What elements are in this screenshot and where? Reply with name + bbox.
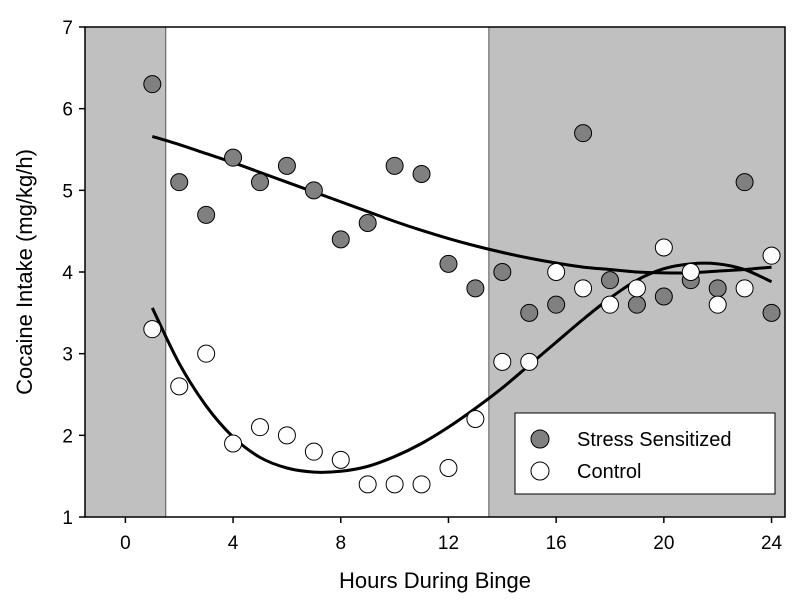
control-point-21 bbox=[708, 295, 727, 314]
stress-point-3 bbox=[224, 148, 243, 167]
y-tick-label-1: 2 bbox=[62, 426, 73, 447]
legend: Stress Sensitized Control bbox=[514, 412, 776, 495]
legend-label-stress-sensitized: Stress Sensitized bbox=[577, 429, 732, 451]
control-point-10 bbox=[412, 475, 431, 494]
stress-point-23 bbox=[762, 303, 781, 322]
x-tick-label-3: 12 bbox=[438, 533, 459, 554]
stress-point-8 bbox=[358, 214, 377, 232]
y-tick-label-3: 4 bbox=[62, 263, 73, 284]
control-point-19 bbox=[654, 238, 673, 257]
stress-point-12 bbox=[466, 279, 485, 298]
stress-point-16 bbox=[574, 124, 593, 143]
legend-marker-control bbox=[530, 461, 550, 481]
fit-curve-0 bbox=[151, 134, 772, 275]
control-point-15 bbox=[547, 263, 566, 281]
y-tick-label-5: 6 bbox=[62, 100, 73, 121]
x-tick-label-4: 16 bbox=[546, 533, 567, 554]
shaded-band-0 bbox=[85, 27, 166, 517]
control-point-11 bbox=[439, 459, 458, 477]
control-point-23 bbox=[762, 246, 781, 265]
data-points bbox=[143, 75, 781, 494]
x-tick-label-2: 8 bbox=[335, 533, 346, 554]
control-point-2 bbox=[197, 344, 216, 363]
stress-point-6 bbox=[304, 181, 323, 200]
stress-point-7 bbox=[331, 230, 350, 249]
control-point-22 bbox=[735, 279, 754, 298]
control-point-7 bbox=[331, 450, 350, 469]
stress-point-0 bbox=[143, 75, 162, 94]
control-point-13 bbox=[493, 352, 512, 371]
stress-point-2 bbox=[197, 205, 216, 224]
stress-point-10 bbox=[412, 165, 431, 183]
stress-point-22 bbox=[735, 173, 754, 192]
legend-box bbox=[514, 412, 776, 495]
x-tick-label-1: 4 bbox=[228, 533, 239, 554]
control-point-16 bbox=[574, 279, 593, 298]
control-point-14 bbox=[520, 352, 539, 371]
fit-curves bbox=[150, 134, 773, 474]
x-axis-title: Hours During Binge bbox=[339, 568, 531, 593]
stress-point-1 bbox=[170, 173, 189, 192]
x-tick-label-5: 20 bbox=[653, 533, 674, 554]
control-point-8 bbox=[358, 475, 377, 494]
control-point-12 bbox=[466, 410, 485, 428]
control-point-0 bbox=[143, 320, 162, 339]
control-point-4 bbox=[251, 418, 269, 437]
stress-point-14 bbox=[520, 303, 539, 322]
control-point-20 bbox=[681, 263, 700, 281]
control-point-6 bbox=[304, 442, 323, 461]
stress-point-5 bbox=[277, 156, 296, 175]
y-tick-label-2: 3 bbox=[62, 345, 73, 366]
x-tick-label-0: 0 bbox=[120, 533, 131, 554]
control-point-9 bbox=[385, 475, 404, 494]
control-point-3 bbox=[224, 434, 243, 453]
stress-point-19 bbox=[654, 287, 673, 306]
control-point-5 bbox=[277, 426, 296, 445]
stress-point-4 bbox=[251, 173, 269, 192]
fit-curve-1 bbox=[150, 261, 773, 474]
y-tick-label-4: 5 bbox=[62, 181, 73, 202]
legend-label-control: Control bbox=[577, 461, 641, 483]
stress-point-11 bbox=[439, 254, 458, 273]
y-tick-label-6: 7 bbox=[62, 18, 73, 39]
stress-point-13 bbox=[493, 263, 512, 281]
stress-point-18 bbox=[627, 295, 646, 314]
y-tick-label-0: 1 bbox=[62, 508, 73, 529]
y-axis-title: Cocaine Intake (mg/kg/h) bbox=[12, 149, 37, 395]
legend-marker-stress-sensitized bbox=[530, 429, 550, 449]
stress-point-9 bbox=[385, 156, 404, 175]
stress-point-21 bbox=[708, 279, 727, 298]
control-point-17 bbox=[601, 295, 619, 314]
stress-point-17 bbox=[601, 271, 619, 290]
x-tick-label-6: 24 bbox=[761, 533, 783, 554]
stress-point-15 bbox=[547, 295, 566, 314]
control-point-18 bbox=[627, 279, 646, 298]
control-point-1 bbox=[170, 377, 189, 396]
